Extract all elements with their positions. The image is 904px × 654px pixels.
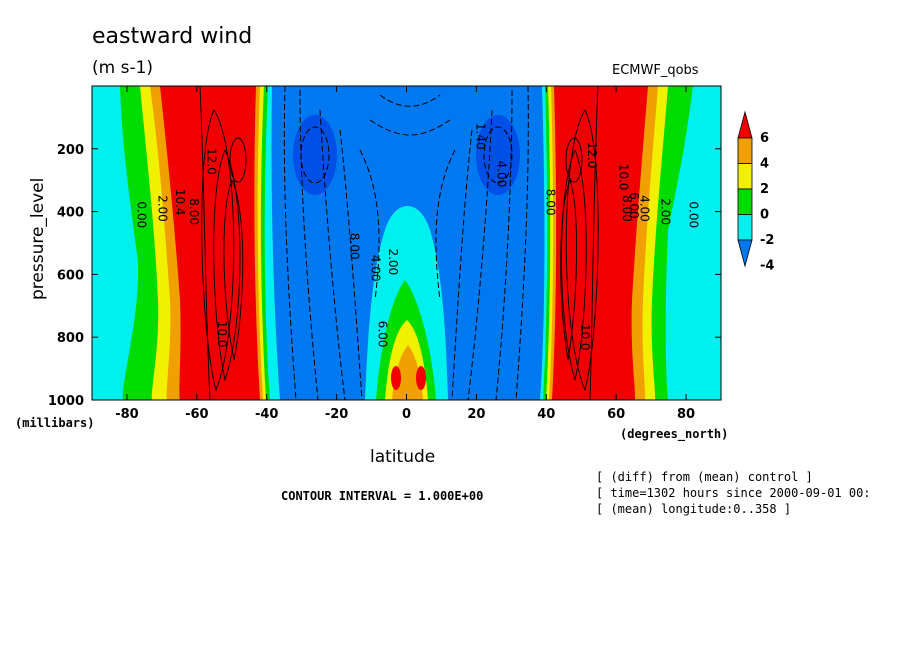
- info-line-diff: [ (diff) from (mean) control ]: [596, 470, 813, 484]
- chart-title: eastward wind: [92, 24, 253, 49]
- colorbar-label: 2: [760, 182, 769, 197]
- contour-label: 12.0: [585, 142, 599, 169]
- y-axis-unit: (millibars): [15, 416, 95, 430]
- info-line-time: [ time=1302 hours since 2000-09-01 00:: [596, 486, 871, 500]
- colorbar: 6 4 2 0 -2 -4: [737, 110, 774, 274]
- x-axis-unit: (degrees_north): [620, 427, 729, 441]
- y-ticks: 200 400 600 800 1000: [48, 143, 721, 409]
- x-tick-label: -80: [115, 407, 139, 422]
- contour-label: 10.0: [578, 324, 592, 351]
- contour-label: 10.0: [617, 164, 631, 191]
- contour-label: 4.00: [638, 195, 652, 222]
- contour-label: 8.00: [620, 195, 634, 222]
- x-tick-label: 80: [677, 407, 695, 422]
- x-tick-label: 60: [607, 407, 625, 422]
- contour-label: 0.00: [134, 201, 148, 228]
- dashed-easterly-contours: [283, 86, 529, 400]
- contour-label: 8.00: [348, 233, 362, 260]
- contour-label: 8.00: [187, 198, 201, 225]
- contour-label: 4.00: [369, 255, 383, 282]
- contour-label: 12.0: [204, 148, 218, 175]
- x-tick-label: 20: [467, 407, 485, 422]
- contour-label: 10.4: [173, 189, 187, 216]
- info-line-longitude: [ (mean) longitude:0..358 ]: [596, 502, 792, 516]
- y-tick-label: 1000: [48, 394, 84, 409]
- contour-label: 2.00: [155, 195, 169, 222]
- colorbar-label: -2: [760, 233, 774, 248]
- colorbar-label: 0: [760, 208, 769, 223]
- contour-label: 4.00: [494, 161, 508, 188]
- colorbar-bottom-arrow: [737, 239, 753, 268]
- x-tick-label: -60: [185, 407, 209, 422]
- colorbar-segment: [737, 137, 753, 164]
- contour-label: 1.40: [473, 123, 487, 150]
- colorbar-label: 6: [760, 131, 769, 146]
- contour-label: 6.00: [376, 321, 390, 348]
- contour-label: 8.00: [543, 189, 557, 216]
- contour-lines: [199, 86, 599, 400]
- y-tick-label: 200: [57, 143, 84, 158]
- x-tick-label: -40: [255, 407, 279, 422]
- x-tick-label: -20: [325, 407, 349, 422]
- contour-label: 2.00: [386, 248, 400, 275]
- colorbar-segment: [737, 163, 753, 190]
- x-axis-label: latitude: [370, 447, 436, 467]
- colorbar-label: -4: [760, 259, 774, 274]
- y-tick-label: 800: [57, 331, 84, 346]
- y-tick-label: 600: [57, 268, 84, 283]
- contour-label: 0.00: [687, 201, 701, 228]
- dataset-label: ECMWF_qobs: [612, 63, 699, 78]
- chart-units: (m s-1): [92, 58, 154, 78]
- colorbar-top-arrow: [737, 110, 753, 139]
- colorbar-segment: [737, 214, 753, 241]
- filled-contours: [92, 86, 721, 400]
- contour-label: 6.00: [627, 192, 641, 219]
- contour-label: 2.00: [659, 198, 673, 225]
- colorbar-segment: [737, 188, 753, 215]
- x-tick-label: 40: [537, 407, 555, 422]
- contour-label: 10.0: [215, 321, 229, 348]
- colorbar-label: 4: [760, 157, 769, 172]
- contour-interval: CONTOUR INTERVAL = 1.000E+00: [281, 489, 484, 503]
- y-tick-label: 400: [57, 206, 84, 221]
- x-ticks: -80 -60 -40 -20 0 20 40 60 80: [115, 86, 695, 422]
- x-tick-label: 0: [402, 407, 411, 422]
